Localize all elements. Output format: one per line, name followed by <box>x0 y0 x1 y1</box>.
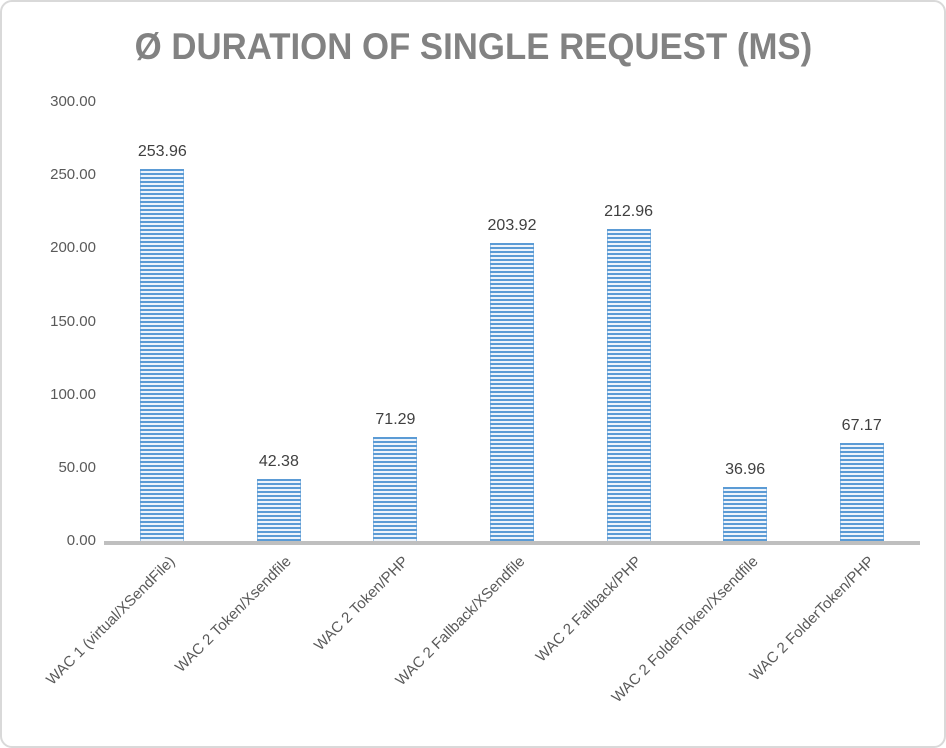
plot-area: 253.96 42.38 71.29 203.92 212.96 36.96 67.17 <box>104 102 920 545</box>
data-label-3: 71.29 <box>375 410 416 428</box>
y-axis-tick-label: 250.00 <box>50 166 96 184</box>
data-label-4: 203.92 <box>487 216 537 234</box>
data-label-5: 212.96 <box>604 203 654 221</box>
bar-4 <box>490 242 534 541</box>
chart-title: Ø DURATION OF SINGLE REQUEST (MS) <box>2 26 944 68</box>
bar-3 <box>373 436 418 541</box>
y-axis-tick-label: 300.00 <box>50 93 96 110</box>
bar-7 <box>839 442 884 541</box>
bar-1 <box>140 169 185 541</box>
data-label-1: 253.96 <box>137 143 187 161</box>
category-label-1: WAC 1 (virtual/XSendFile) <box>42 553 179 689</box>
category-label-7: WAC 2 FolderToken/PHP <box>746 553 878 685</box>
y-axis-tick-label: 50.00 <box>58 458 96 476</box>
category-label-3: WAC 2 Token/PHP <box>310 553 412 655</box>
y-axis-tick-label: 100.00 <box>50 385 96 403</box>
data-label-6: 36.96 <box>725 460 766 478</box>
category-label-4: WAC 2 Fallback/XSendfile <box>392 553 529 690</box>
data-label-7: 67.17 <box>841 416 882 434</box>
y-axis-tick-label: 200.00 <box>50 239 96 257</box>
data-label-2: 42.38 <box>258 452 299 470</box>
y-axis-tick-label: 0.00 <box>66 532 96 549</box>
bar-6 <box>723 486 768 541</box>
category-label-5: WAC 2 Fallback/PHP <box>532 553 645 666</box>
chart-title-text: Ø DURATION OF SINGLE REQUEST (MS) <box>134 26 812 67</box>
bar-5 <box>606 229 651 541</box>
category-label-2: WAC 2 Token/Xsendfile <box>172 553 295 676</box>
x-axis-line <box>104 541 920 545</box>
bar-2 <box>256 478 301 541</box>
y-axis-tick-label: 150.00 <box>50 312 96 330</box>
